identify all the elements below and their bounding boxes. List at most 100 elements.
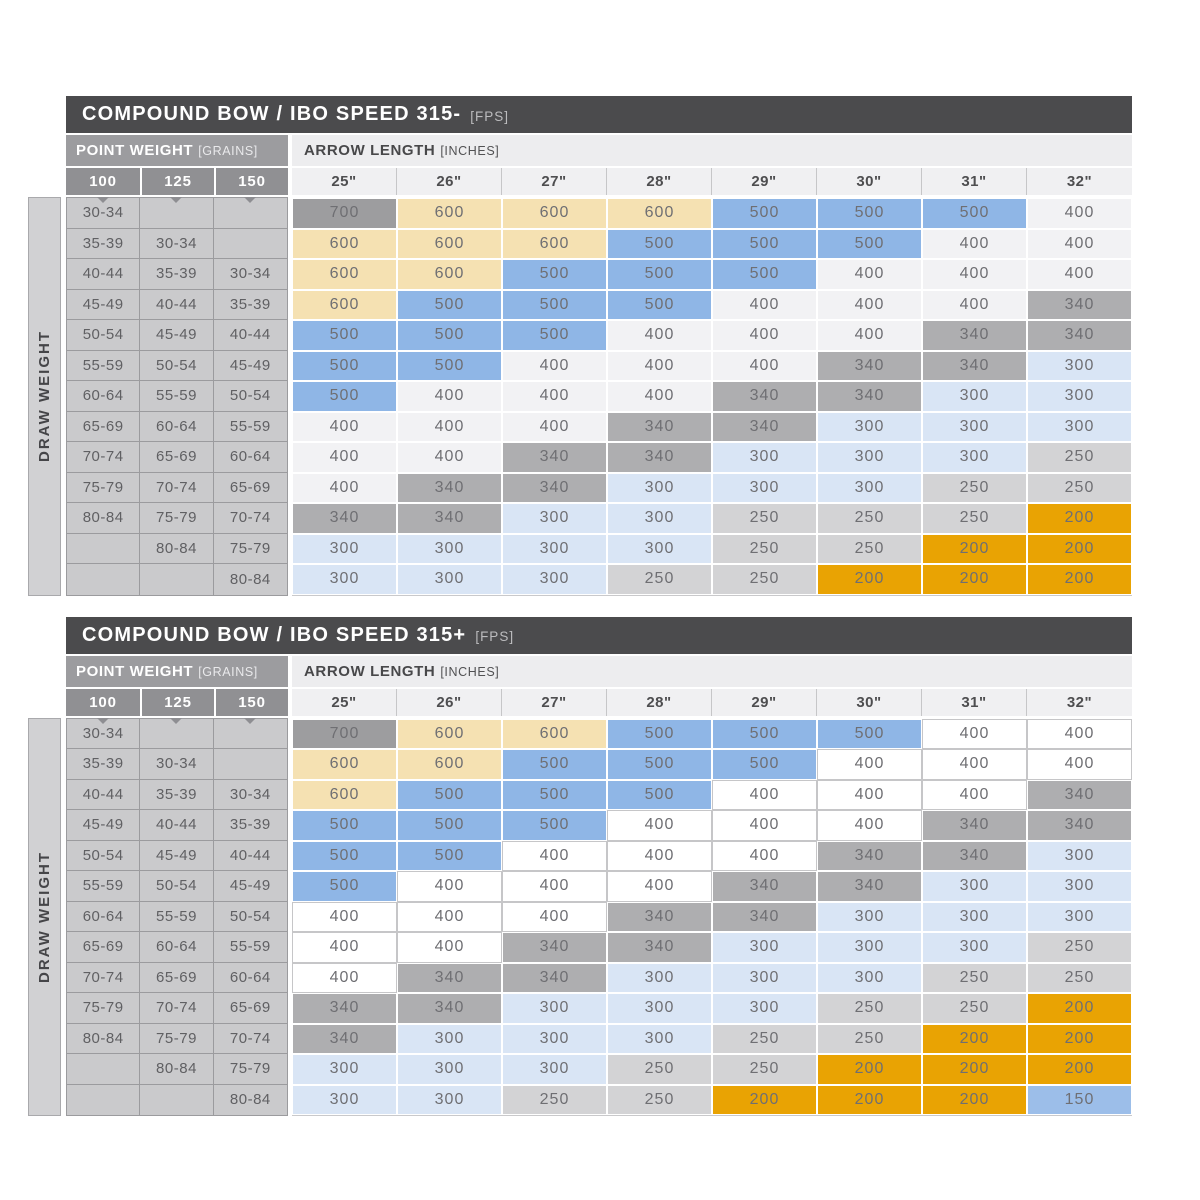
column-header-row: 100 125 150 25" 26" 27" 28" 29" 30" 31" 32" xyxy=(66,168,1132,195)
spine-value-cell: 600 xyxy=(397,228,502,259)
spine-value-cell: 300 xyxy=(397,533,502,564)
draw-weight-cell: 45-49 xyxy=(140,320,214,351)
spine-value-cell: 600 xyxy=(292,228,397,259)
draw-weight-cell: 30-34 xyxy=(140,749,214,780)
spine-value-cell: 300 xyxy=(607,472,712,503)
draw-weight-cell: 55-59 xyxy=(67,871,141,902)
spine-value-cell: 200 xyxy=(922,564,1027,595)
spine-value-cell: 300 xyxy=(817,932,922,963)
draw-weight-cell: 45-49 xyxy=(213,351,287,381)
draw-weight-cell: 50-54 xyxy=(140,350,214,381)
spine-value-cell: 300 xyxy=(817,442,922,473)
spine-value-cell: 340 xyxy=(292,1023,397,1054)
spine-value-cell: 340 xyxy=(607,932,712,963)
draw-weight-cell: 80-84 xyxy=(67,503,141,534)
spine-value-cell: 400 xyxy=(817,779,922,810)
spine-value-cell: 400 xyxy=(817,749,922,780)
spine-value-cell: 300 xyxy=(922,442,1027,473)
draw-weight-grid: 30-34 35-39 30-34 40-44 35-39 30-34 45-49 40-44… xyxy=(66,717,288,1116)
spine-value-cell: 250 xyxy=(712,564,817,595)
draw-weight-range: 80-84 xyxy=(229,1091,271,1109)
draw-weight-range: 60-64 xyxy=(229,448,271,466)
draw-weight-cell: 55-59 xyxy=(213,932,287,963)
arrow-length-column-header: 27" xyxy=(502,688,607,716)
spine-value-cell: 400 xyxy=(922,259,1027,290)
spine-value-cell: 340 xyxy=(607,901,712,932)
draw-weight-range: 75-79 xyxy=(229,539,271,557)
spine-value-cell: 340 xyxy=(817,871,922,902)
draw-weight-range: 35-39 xyxy=(82,755,124,773)
spine-value-cell: 300 xyxy=(607,993,712,1024)
draw-weight-cell: 40-44 xyxy=(140,289,214,320)
column-pointer-icon xyxy=(170,197,183,203)
spine-value-cell: 400 xyxy=(1027,259,1132,290)
draw-weight-cell: 60-64 xyxy=(213,442,287,473)
spine-value-cell: 200 xyxy=(1027,533,1132,564)
arrow-length-header-bar: ARROW LENGTH [INCHES] xyxy=(292,655,1132,687)
spine-value-cell: 400 xyxy=(922,228,1027,259)
draw-weight-range: 70-74 xyxy=(156,999,197,1017)
draw-weight-cell: 55-59 xyxy=(140,901,214,932)
draw-weight-cell: 75-79 xyxy=(140,1023,214,1054)
spine-value-cell: 400 xyxy=(607,871,712,902)
spine-chart-ibo-315-minus: DRAW WEIGHT COMPOUND BOW / IBO SPEED 315… xyxy=(28,0,1132,596)
spine-value-cell: 340 xyxy=(712,381,817,412)
spine-value-cell: 400 xyxy=(712,840,817,871)
spine-value-cell: 300 xyxy=(607,1023,712,1054)
spine-value-cell: 250 xyxy=(607,1084,712,1115)
draw-weight-cell: 40-44 xyxy=(67,259,141,290)
point-weight-header-label: POINT WEIGHT xyxy=(76,142,194,159)
spine-value-cell: 400 xyxy=(397,871,502,902)
spine-value-cell: 300 xyxy=(292,1084,397,1115)
spine-value-cell: 300 xyxy=(712,472,817,503)
arrow-length-header-label: ARROW LENGTH xyxy=(304,662,436,680)
spine-value-cell: 340 xyxy=(817,840,922,871)
spine-value-cell: 400 xyxy=(292,472,397,503)
arrow-length-header-bar: ARROW LENGTH [INCHES] xyxy=(292,135,1132,166)
draw-weight-cell: 45-49 xyxy=(213,871,287,902)
spine-value-cell: 500 xyxy=(712,259,817,290)
draw-weight-cell: 65-69 xyxy=(213,473,287,503)
spine-value-cell: 400 xyxy=(397,381,502,412)
spine-value-cell: 400 xyxy=(817,259,922,290)
spine-value-cell: 340 xyxy=(292,503,397,534)
spine-value-cell: 340 xyxy=(397,472,502,503)
draw-weight-range: 30-34 xyxy=(229,785,271,803)
spine-value-cell: 500 xyxy=(817,228,922,259)
draw-weight-cell: 70-74 xyxy=(140,472,214,503)
draw-weight-range: 35-39 xyxy=(229,816,271,834)
draw-weight-cell: 65-69 xyxy=(67,411,141,442)
spine-value-cell: 600 xyxy=(397,718,502,749)
spine-value-cell: 200 xyxy=(922,1084,1027,1115)
draw-weight-grid: 30-34 35-39 30-34 40-44 35-39 30-34 45-49 40-44… xyxy=(66,197,288,596)
spine-value-cell: 200 xyxy=(1027,1054,1132,1085)
draw-weight-cell: 55-59 xyxy=(213,412,287,442)
spine-value-cell: 300 xyxy=(292,1054,397,1085)
spine-value-cell: 250 xyxy=(922,962,1027,993)
draw-weight-cell: 30-34 xyxy=(213,780,287,810)
draw-weight-cell: 65-69 xyxy=(140,442,214,473)
spine-value-cell: 500 xyxy=(817,198,922,229)
spine-value-cell: 500 xyxy=(607,289,712,320)
spine-value-cell: 340 xyxy=(397,503,502,534)
spine-value-cell: 400 xyxy=(292,901,397,932)
spine-value-cell: 400 xyxy=(1027,198,1132,229)
spine-value-cell: 500 xyxy=(817,718,922,749)
spine-value-grid: 700 600 600 500 500 500 400 400 600 600 500 500 500 4… xyxy=(292,718,1132,1116)
arrow-length-column-header: 26" xyxy=(397,688,502,716)
spine-value-cell: 340 xyxy=(1027,320,1132,351)
draw-weight-range: 30-34 xyxy=(229,265,271,283)
draw-weight-cell: 70-74 xyxy=(140,993,214,1024)
spine-value-cell: 400 xyxy=(607,350,712,381)
draw-weight-range: 55-59 xyxy=(82,356,124,374)
arrow-length-columns: 25" 26" 27" 28" 29" 30" 31" 32" xyxy=(292,688,1132,716)
draw-weight-range: 60-64 xyxy=(82,387,124,405)
spine-value-cell: 400 xyxy=(712,289,817,320)
draw-weight-cell: 60-64 xyxy=(67,901,141,932)
chart-main: COMPOUND BOW / IBO SPEED 315+ [FPS] POIN… xyxy=(66,616,1132,1116)
spine-value-cell: 200 xyxy=(1027,503,1132,534)
spine-value-cell: 600 xyxy=(292,259,397,290)
draw-weight-cell xyxy=(67,1054,141,1085)
draw-weight-range: 60-64 xyxy=(156,938,197,956)
spine-value-cell: 500 xyxy=(502,810,607,841)
